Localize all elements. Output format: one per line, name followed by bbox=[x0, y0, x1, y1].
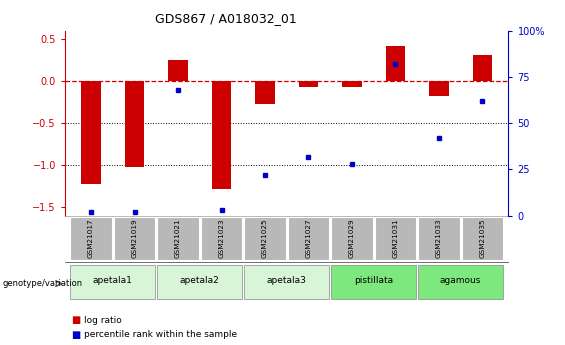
Bar bbox=[375, 217, 416, 259]
Bar bbox=[473, 55, 492, 81]
Text: GSM21029: GSM21029 bbox=[349, 218, 355, 258]
Text: apetala3: apetala3 bbox=[267, 276, 307, 285]
Bar bbox=[157, 265, 242, 299]
Bar bbox=[125, 81, 144, 167]
Text: GSM21027: GSM21027 bbox=[306, 218, 311, 258]
Bar bbox=[288, 217, 329, 259]
Text: pistillata: pistillata bbox=[354, 276, 393, 285]
Text: agamous: agamous bbox=[440, 276, 481, 285]
Bar bbox=[114, 217, 155, 259]
Text: GSM21025: GSM21025 bbox=[262, 218, 268, 258]
Bar bbox=[418, 217, 460, 259]
Bar bbox=[244, 265, 329, 299]
Bar bbox=[386, 46, 405, 81]
Text: GDS867 / A018032_01: GDS867 / A018032_01 bbox=[155, 12, 297, 25]
Text: GSM21033: GSM21033 bbox=[436, 218, 442, 258]
Text: GSM21035: GSM21035 bbox=[480, 218, 485, 258]
Bar bbox=[418, 265, 503, 299]
Bar bbox=[70, 265, 155, 299]
Text: GSM21021: GSM21021 bbox=[175, 218, 181, 258]
Text: ■: ■ bbox=[71, 315, 80, 325]
Bar bbox=[429, 81, 449, 97]
Text: genotype/variation: genotype/variation bbox=[3, 279, 83, 288]
Text: GSM21023: GSM21023 bbox=[219, 218, 224, 258]
Bar bbox=[157, 217, 199, 259]
Bar bbox=[331, 217, 373, 259]
Text: apetala2: apetala2 bbox=[180, 276, 220, 285]
Bar bbox=[244, 217, 286, 259]
Bar bbox=[462, 217, 503, 259]
Bar bbox=[81, 81, 101, 184]
Bar bbox=[70, 217, 112, 259]
Bar bbox=[255, 81, 275, 104]
Text: GSM21017: GSM21017 bbox=[88, 218, 94, 258]
Bar bbox=[212, 81, 231, 189]
Bar bbox=[201, 217, 242, 259]
Text: percentile rank within the sample: percentile rank within the sample bbox=[84, 330, 237, 339]
Bar bbox=[299, 81, 318, 87]
Bar bbox=[331, 265, 416, 299]
Text: ■: ■ bbox=[71, 330, 80, 339]
Bar bbox=[168, 60, 188, 81]
Text: GSM21031: GSM21031 bbox=[393, 218, 398, 258]
Text: apetala1: apetala1 bbox=[93, 276, 133, 285]
Bar bbox=[342, 81, 362, 87]
Text: log ratio: log ratio bbox=[84, 316, 121, 325]
Text: GSM21019: GSM21019 bbox=[132, 218, 137, 258]
